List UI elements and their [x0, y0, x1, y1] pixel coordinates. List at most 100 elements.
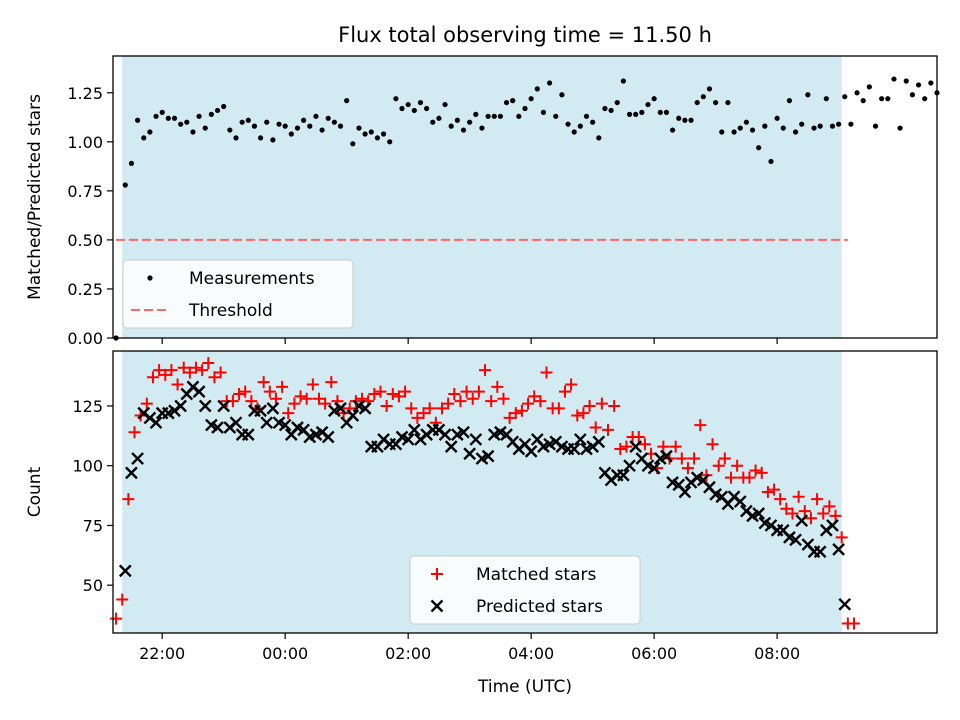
data-point: [325, 376, 338, 389]
data-point: [928, 80, 934, 86]
data-point: [595, 397, 608, 410]
data-point: [762, 123, 768, 129]
data-point: [122, 493, 135, 506]
data-point: [337, 123, 344, 129]
data-point: [497, 113, 504, 119]
data-point: [712, 459, 725, 472]
axes-frame: [112, 350, 938, 634]
data-point: [879, 96, 885, 102]
data-point: [577, 407, 590, 420]
data-point: [472, 385, 485, 398]
data-point: [553, 113, 559, 119]
data-point: [149, 416, 163, 430]
data-point: [860, 98, 866, 104]
data-point: [546, 80, 553, 86]
x-tick-label: 02:00: [385, 644, 431, 663]
data-point: [885, 96, 891, 102]
data-point: [725, 471, 737, 484]
data-point: [211, 421, 224, 434]
data-point: [141, 135, 147, 141]
data-point: [915, 82, 922, 88]
data-point: [269, 392, 282, 405]
data-point: [147, 129, 153, 135]
legend-entry: Measurements: [189, 269, 315, 289]
x-tick-label: 22:00: [139, 644, 185, 663]
data-point: [344, 98, 350, 104]
data-point: [411, 411, 424, 424]
data-point: [515, 404, 528, 417]
data-point: [589, 421, 602, 434]
data-point: [374, 135, 381, 141]
data-point: [823, 500, 836, 513]
data-point: [786, 507, 799, 520]
data-point: [171, 378, 184, 391]
data-point: [836, 121, 842, 127]
data-point: [125, 466, 138, 480]
data-point: [626, 111, 633, 117]
data-point: [491, 113, 497, 119]
data-point: [700, 469, 713, 482]
data-point: [214, 107, 221, 114]
data-point: [467, 119, 473, 125]
data-point: [380, 399, 393, 412]
data-point: [592, 435, 606, 449]
data-point: [118, 564, 132, 578]
data-point: [577, 123, 583, 129]
y-tick-label: 75: [83, 516, 103, 535]
series-predicted-stars: [118, 380, 852, 611]
data-point: [208, 371, 221, 384]
data-point: [140, 397, 153, 410]
data-point: [146, 371, 159, 384]
series-matched-stars: [110, 356, 860, 630]
data-point: [838, 597, 852, 611]
data-point: [503, 99, 510, 106]
data-point: [540, 366, 553, 379]
data-point: [165, 364, 178, 377]
data-point: [798, 505, 811, 518]
data-point: [479, 364, 492, 377]
data-point: [608, 399, 621, 412]
data-point: [263, 385, 276, 398]
data-point: [122, 182, 128, 188]
x-tick-label: 08:00: [754, 644, 800, 663]
data-point: [331, 119, 337, 125]
data-point: [442, 397, 455, 410]
data-point: [552, 402, 565, 415]
data-point: [214, 366, 227, 379]
data-point: [743, 471, 756, 484]
data-point: [190, 361, 203, 374]
data-point: [638, 438, 651, 451]
y-axis-label: Matched/Predicted stars: [25, 94, 45, 300]
data-point: [153, 364, 166, 377]
data-point: [423, 402, 436, 415]
data-point: [768, 483, 781, 496]
data-point: [590, 119, 596, 125]
x-tick-label: 04:00: [508, 644, 554, 663]
data-point: [583, 399, 596, 412]
data-point: [688, 117, 694, 123]
data-point: [233, 135, 239, 141]
data-point: [387, 139, 393, 145]
data-point: [804, 512, 817, 525]
data-point: [177, 361, 190, 374]
data-point: [534, 86, 540, 92]
data-point: [491, 380, 504, 393]
data-point: [792, 490, 805, 503]
data-point: [266, 402, 280, 415]
data-point: [897, 125, 903, 131]
data-point: [368, 388, 381, 401]
data-point: [774, 115, 780, 121]
count-panel: 50 75 100 125 22:00 00:00 02:00 04:00 06:00 08:00…: [25, 350, 938, 663]
data-point: [399, 385, 412, 398]
data-point: [436, 115, 442, 121]
data-point: [254, 404, 267, 418]
data-point: [681, 462, 694, 475]
data-point: [350, 141, 356, 147]
data-point: [663, 109, 670, 115]
data-point: [737, 125, 743, 131]
data-point: [229, 416, 243, 430]
data-point: [411, 107, 417, 114]
data-point: [110, 612, 123, 625]
data-point: [743, 119, 749, 125]
data-point: [386, 388, 399, 401]
